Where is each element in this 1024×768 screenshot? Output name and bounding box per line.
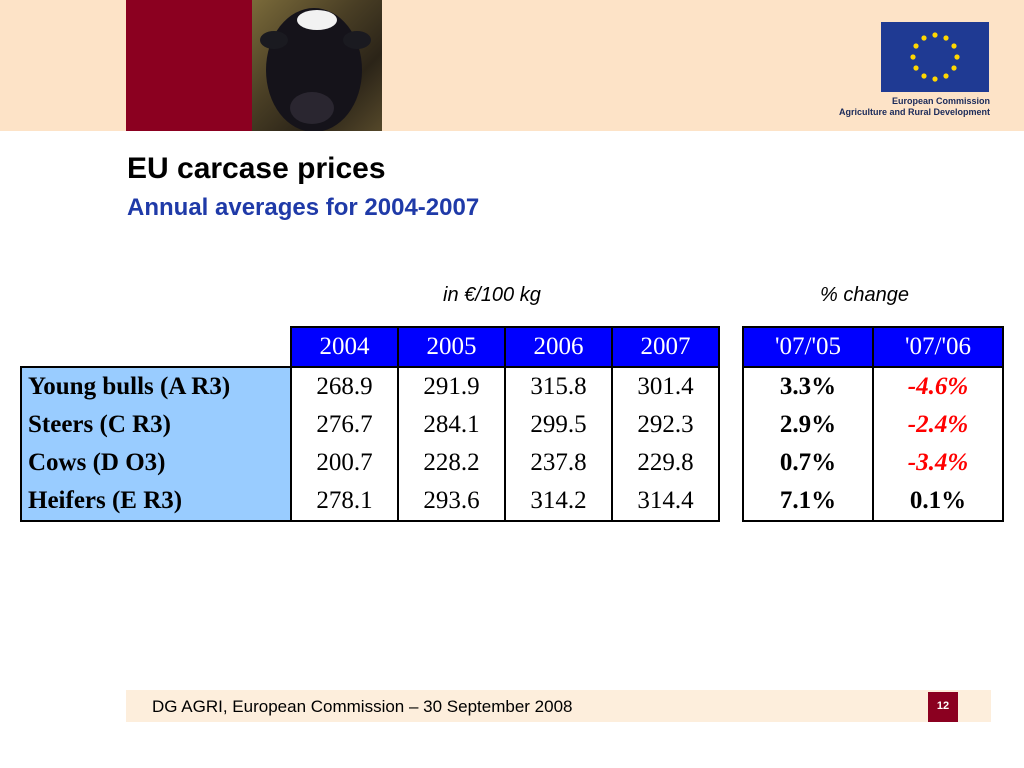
page-number: 12 [928,692,958,722]
price-cell: 291.9 [397,367,506,406]
change-cell: 7.1% [742,482,874,522]
change-cell-negative: -2.4% [872,406,1004,444]
price-cell: 314.4 [611,482,720,522]
prices-table: 2004 2005 2006 2007 Young bulls (A R3) 2… [20,326,720,522]
organisation-name: European Commission [891,96,990,106]
eu-flag-icon [881,22,989,92]
change-table: '07/'05 '07/'06 3.3% -4.6% 2.9% -2.4% 0.… [742,326,1004,522]
price-cell: 278.1 [290,482,399,522]
change-note: % change [820,284,909,306]
organisation-department: Agriculture and Rural Development [838,107,990,117]
price-cell: 229.8 [611,444,720,482]
year-header: 2007 [611,326,720,368]
price-cell: 315.8 [504,367,613,406]
footer-band [126,690,991,722]
price-cell: 284.1 [397,406,506,444]
table-row: Young bulls (A R3) 268.9 291.9 315.8 301… [20,366,720,406]
row-label: Heifers (E R3) [20,482,292,522]
price-cell: 293.6 [397,482,506,522]
change-cell-negative: -4.6% [872,367,1004,406]
change-cell-negative: -3.4% [872,444,1004,482]
table-row: 2.9% -2.4% [742,406,1004,444]
year-header: 2005 [397,326,506,368]
slide-subtitle: Annual averages for 2004-2007 [127,194,480,221]
price-cell: 301.4 [611,367,720,406]
slide-title: EU carcase prices [127,152,386,185]
row-label: Young bulls (A R3) [20,366,292,406]
price-cell: 314.2 [504,482,613,522]
table-row: Steers (C R3) 276.7 284.1 299.5 292.3 [20,406,720,444]
unit-note: in €/100 kg [443,284,541,306]
price-cell: 276.7 [290,406,399,444]
prices-corner-cell [21,327,291,367]
price-cell: 268.9 [290,367,399,406]
price-cell: 228.2 [397,444,506,482]
table-row: Heifers (E R3) 278.1 293.6 314.2 314.4 [20,482,720,522]
cow-photo [252,0,382,131]
prices-header-row: 2004 2005 2006 2007 [21,326,720,368]
price-cell: 292.3 [611,406,720,444]
table-row: 7.1% 0.1% [742,482,1004,522]
change-header: '07/'05 [742,326,874,368]
table-row: 0.7% -3.4% [742,444,1004,482]
year-header: 2004 [290,326,399,368]
table-row: 3.3% -4.6% [742,367,1004,406]
change-header: '07/'06 [872,326,1004,368]
change-cell: 3.3% [742,367,874,406]
table-row: Cows (D O3) 200.7 228.2 237.8 229.8 [20,444,720,482]
price-cell: 237.8 [504,444,613,482]
row-label: Cows (D O3) [20,444,292,482]
header-accent-block [126,0,252,131]
change-cell: 0.1% [872,482,1004,522]
change-cell: 2.9% [742,406,874,444]
year-header: 2006 [504,326,613,368]
footer-text: DG AGRI, European Commission – 30 Septem… [152,697,573,716]
row-label: Steers (C R3) [20,406,292,444]
change-cell: 0.7% [742,444,874,482]
change-header-row: '07/'05 '07/'06 [742,326,1004,368]
price-cell: 299.5 [504,406,613,444]
price-cell: 200.7 [290,444,399,482]
